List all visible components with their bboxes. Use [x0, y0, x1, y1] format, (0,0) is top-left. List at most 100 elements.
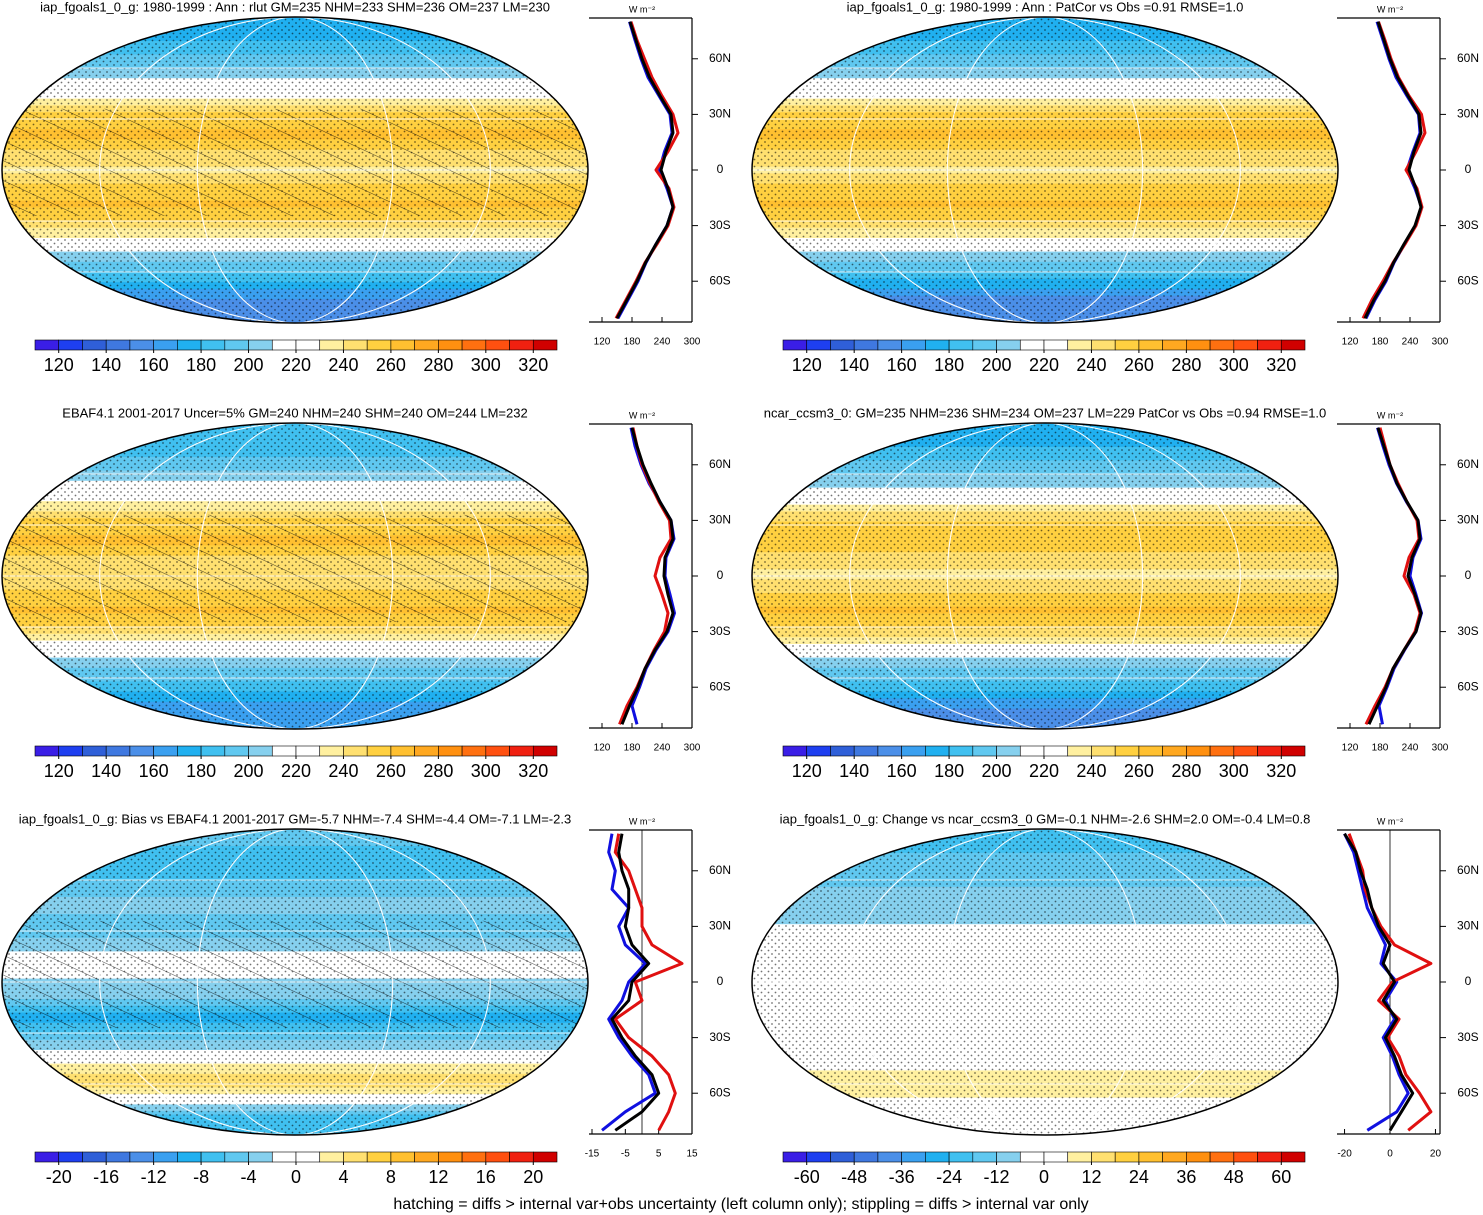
colorbar-box: [390, 339, 415, 351]
colorbar-tick-label: 200: [982, 355, 1012, 375]
colorbar-box: [1209, 1151, 1235, 1163]
colorbar-box: [224, 339, 249, 351]
colorbar-box: [925, 1151, 950, 1163]
colorbar-tick-label: 300: [471, 761, 501, 781]
colorbar-tick-label: 160: [139, 761, 169, 781]
colorbar-box: [414, 339, 439, 351]
colorbar-box: [1186, 339, 1211, 351]
colorbar-box: [438, 745, 463, 757]
map-border: [1, 422, 589, 730]
x-tick-label: 240: [1402, 337, 1419, 348]
colorbar-box: [853, 1151, 879, 1163]
colorbar-box: [366, 1151, 392, 1163]
colorbar-box: [1280, 339, 1306, 351]
colorbar-tick-label: 0: [291, 1167, 301, 1187]
y-tick-label: 60N: [709, 863, 731, 877]
colorbar-box: [782, 1151, 808, 1163]
colorbar-box: [461, 1151, 487, 1163]
colorbar-tick-label: 60: [1271, 1167, 1291, 1187]
x-tick-label: 180: [624, 337, 641, 348]
graticule: [946, 423, 1144, 729]
colorbar-tick-label: 160: [887, 761, 917, 781]
graticule: [99, 423, 491, 729]
colorbar-tick-label: 300: [471, 355, 501, 375]
colorbar-tick-label: 260: [1124, 355, 1154, 375]
y-tick-label: 0: [1465, 568, 1472, 582]
x-tick-label: -15: [585, 1149, 600, 1160]
colorbar-box: [200, 339, 226, 351]
colorbar-box: [295, 339, 321, 351]
colorbar-box: [343, 1151, 368, 1163]
colorbar-box: [271, 1151, 297, 1163]
colorbar-tick-label: 240: [328, 355, 358, 375]
y-tick-label: 30N: [1457, 919, 1479, 933]
x-tick-label: -5: [621, 1149, 630, 1160]
colorbar-tick-label: 260: [376, 355, 406, 375]
y-tick-label: 30S: [709, 624, 730, 638]
panel-title: iap_fgoals1_0_g: 1980-1999 : Ann : rlut …: [40, 0, 550, 14]
colorbar-box: [1067, 1151, 1092, 1163]
colorbar-tick-label: -48: [841, 1167, 867, 1187]
map-border: [1, 828, 589, 1136]
y-tick-label: 0: [717, 974, 724, 988]
x-tick-label: -20: [1337, 1149, 1352, 1160]
y-tick-label: 30N: [1457, 107, 1479, 121]
colorbar-tick-label: 160: [887, 355, 917, 375]
colorbar-tick-label: 180: [934, 355, 964, 375]
colorbar-box: [224, 1151, 249, 1163]
unit-label: W m⁻²: [629, 4, 655, 14]
y-tick-label: 60N: [1457, 863, 1479, 877]
colorbar-box: [414, 1151, 439, 1163]
colorbar-box: [1257, 745, 1282, 757]
colorbar-box: [248, 339, 273, 351]
colorbar-box: [830, 1151, 855, 1163]
hatching: [2, 108, 588, 216]
colorbar-tick-label: -60: [794, 1167, 820, 1187]
colorbar-box: [1186, 1151, 1211, 1163]
map: [2, 423, 588, 729]
colorbar-box: [105, 339, 131, 351]
y-tick-label: 60S: [709, 273, 730, 287]
colorbar-tick-label: 180: [934, 761, 964, 781]
colorbar-tick-label: 12: [1081, 1167, 1101, 1187]
x-tick-label: 120: [1342, 743, 1359, 754]
colorbar-tick-label: 140: [91, 355, 121, 375]
colorbar-box: [1257, 1151, 1282, 1163]
y-tick-label: 0: [1465, 974, 1472, 988]
y-tick-label: 60N: [1457, 457, 1479, 471]
colorbar-box: [390, 745, 415, 757]
x-tick-label: 0: [1387, 1149, 1393, 1160]
x-tick-label: 120: [1342, 337, 1359, 348]
colorbar-box: [200, 745, 226, 757]
colorbar-box: [177, 339, 202, 351]
zonal-line: [610, 833, 661, 1132]
x-tick-label: 180: [1372, 337, 1389, 348]
colorbar-tick-label: 240: [1076, 355, 1106, 375]
colorbar-box: [853, 339, 879, 351]
y-tick-label: 30S: [1457, 624, 1478, 638]
colorbar-box: [877, 745, 902, 757]
zonal-line: [1343, 833, 1410, 1132]
colorbar-box: [1067, 339, 1092, 351]
colorbar-box: [271, 745, 297, 757]
colorbar-tick-label: 240: [328, 761, 358, 781]
colorbar-tick-label: 280: [423, 761, 453, 781]
y-tick-label: 30S: [1457, 1030, 1478, 1044]
colorbar-box: [509, 1151, 534, 1163]
colorbar-box: [1233, 745, 1258, 757]
colorbar-box: [996, 745, 1021, 757]
colorbar-box: [806, 1151, 831, 1163]
colorbar-box: [509, 339, 534, 351]
colorbar-box: [996, 1151, 1021, 1163]
graticule: [196, 17, 394, 323]
colorbar-box: [948, 745, 974, 757]
colorbar-box: [153, 745, 178, 757]
colorbar-box: [58, 339, 83, 351]
colorbar-box: [948, 1151, 974, 1163]
colorbar-box: [200, 1151, 226, 1163]
y-tick-label: 30N: [709, 919, 731, 933]
x-tick-label: 5: [656, 1149, 662, 1160]
y-tick-label: 0: [717, 568, 724, 582]
colorbar-tick-label: 36: [1176, 1167, 1196, 1187]
